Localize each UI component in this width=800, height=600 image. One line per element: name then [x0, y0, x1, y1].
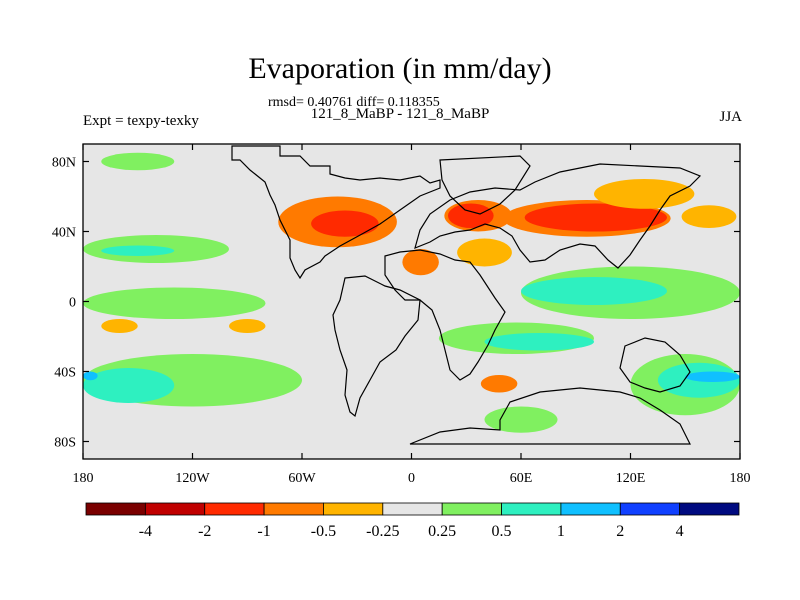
anomaly-region-10 [480, 375, 518, 393]
anomaly-region-18 [685, 371, 740, 382]
y-tick-label: 80S [54, 436, 76, 451]
coastline-south-america [332, 275, 421, 418]
anomaly-region-1 [311, 210, 379, 237]
coastline-antarctica [409, 387, 691, 445]
colorbar-label: 0.5 [492, 523, 512, 540]
colorbar-label: -0.25 [366, 523, 399, 540]
y-tick-label: 40S [54, 366, 76, 381]
colorbar-swatch [619, 502, 681, 516]
season-label: JJA [719, 109, 742, 125]
anomaly-region-4 [448, 203, 494, 228]
y-tick-label: 40N [52, 226, 76, 241]
anomaly-region-9 [681, 205, 737, 228]
x-tick-label: 60W [288, 471, 316, 486]
anomaly-region-27 [101, 152, 175, 171]
case-label: 121_8_MaBP - 121_8_MaBP [310, 106, 490, 122]
colorbar-swatch [85, 502, 146, 516]
anomaly-region-11 [101, 319, 138, 333]
chart-title: Evaporation (in mm/day) [248, 52, 552, 85]
anomaly-region-12 [229, 319, 266, 333]
colorbar-swatch [501, 502, 562, 516]
stats-label: rmsd= 0.40761 diff= 0.118355 [268, 95, 440, 110]
anomaly-region-25 [484, 333, 594, 351]
x-tick-label: 120E [616, 471, 646, 486]
colorbar-label: 2 [616, 523, 624, 540]
colorbar-label: 0.25 [428, 523, 456, 540]
x-tick-label: 180 [73, 471, 94, 486]
plot-area [83, 144, 740, 459]
colorbar-label: 4 [676, 523, 684, 540]
colorbar-label: 1 [557, 523, 565, 540]
anomaly-region-21 [101, 245, 175, 256]
anomaly-region-2 [402, 249, 439, 276]
coastline-australia [619, 337, 691, 393]
x-tick-label: 180 [730, 471, 751, 486]
coastline-greenland [439, 155, 531, 215]
anomaly-region-19 [83, 287, 266, 319]
anomaly-region-6 [524, 203, 667, 232]
colorbar-swatch [382, 502, 443, 516]
y-tick-label: 80N [52, 156, 76, 171]
anomaly-region-14 [83, 368, 175, 403]
coastline-north-america [231, 145, 441, 280]
colorbar-swatch [323, 502, 384, 516]
x-tick-label: 0 [408, 471, 415, 486]
y-tick-label: 0 [69, 296, 76, 311]
colorbar-label: -0.5 [311, 523, 336, 540]
coastline-africa [384, 249, 506, 381]
colorbar-swatch [679, 502, 740, 516]
colorbar-swatch [204, 502, 265, 516]
colorbar-swatch [144, 502, 206, 516]
x-tick-label: 120W [175, 471, 210, 486]
anomaly-region-15 [83, 371, 98, 381]
colorbar-label: -2 [198, 523, 211, 540]
anomaly-region-26 [484, 406, 558, 433]
colorbar-swatch [560, 502, 621, 516]
colorbar-swatch [441, 502, 502, 516]
coastline-eurasia [414, 163, 702, 269]
experiment-label: Expt = texpy-texky [83, 113, 199, 129]
x-tick-label: 60E [510, 471, 533, 486]
anomaly-region-23 [521, 277, 667, 305]
colorbar-swatch [263, 502, 324, 516]
colorbar-label: -1 [257, 523, 270, 540]
colorbar-label: -4 [139, 523, 152, 540]
anomaly-region-7 [457, 238, 512, 267]
anomaly-region-8 [594, 179, 695, 209]
